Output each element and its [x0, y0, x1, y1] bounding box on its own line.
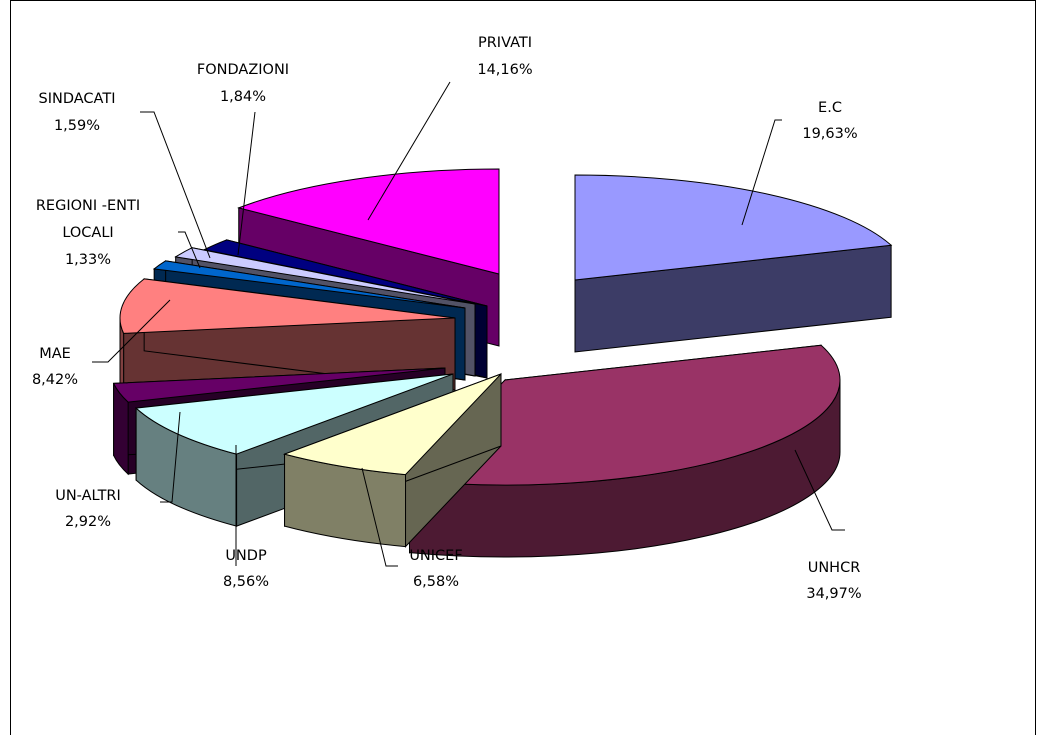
label-ec-value: 19,63%: [802, 126, 857, 142]
label-fondazioni-name: FONDAZIONI: [197, 62, 289, 78]
slice-top-undp: [134, 373, 454, 455]
leader-regioni-enti-locali: [178, 231, 201, 269]
slice-top-privati: [237, 168, 500, 275]
label-unicef-name: UNICEF: [409, 548, 462, 564]
slice-top-sindacati: [174, 247, 476, 305]
leader-mae: [92, 299, 171, 363]
slice-top-mae: [119, 278, 456, 334]
label-mae-value: 8,42%: [32, 372, 78, 388]
pie-slices: [112, 168, 893, 558]
leader-un-altri: [160, 411, 181, 503]
slice-labels: E.C 19,63% UNHCR 34,97% UNICEF 6,58% UND…: [32, 35, 862, 602]
leader-privati: [367, 81, 451, 221]
slice-e-c: [574, 174, 893, 353]
leader-fondazioni: [237, 111, 256, 256]
chart-frame: [10, 0, 1036, 735]
label-mae-name: MAE: [39, 346, 71, 362]
label-fondazioni-value: 1,84%: [220, 89, 266, 105]
label-regioni-value: 1,33%: [65, 252, 111, 268]
leader-sindacati: [140, 111, 211, 259]
slice-top-un-altri: [112, 367, 446, 403]
leader-lines: [92, 81, 845, 567]
label-regioni-name-line2: LOCALI: [62, 225, 113, 241]
label-regioni-name-line1: REGIONI -ENTI: [36, 198, 140, 214]
label-privati-value: 14,16%: [477, 62, 532, 78]
slice-top-unhcr: [408, 344, 841, 486]
label-unicef-value: 6,58%: [413, 574, 459, 590]
slice-top-regioni-enti-locali: [152, 260, 466, 309]
label-unaltri-value: 2,92%: [65, 514, 111, 530]
label-undp-value: 8,56%: [223, 574, 269, 590]
label-undp-name: UNDP: [225, 548, 267, 564]
label-sindacati-name: SINDACATI: [39, 91, 116, 107]
label-unaltri-name: UN-ALTRI: [55, 488, 121, 504]
leader-e-c: [741, 119, 782, 226]
leader-unicef: [361, 467, 398, 567]
label-ec-name: E.C: [818, 100, 842, 116]
slice-unicef: [282, 372, 502, 548]
label-unhcr-value: 34,97%: [806, 586, 861, 602]
label-privati-name: PRIVATI: [478, 35, 532, 51]
slice-unhcr: [408, 344, 841, 558]
label-sindacati-value: 1,59%: [54, 118, 100, 134]
leader-unhcr: [794, 449, 845, 531]
slice-top-unicef: [282, 373, 502, 476]
slice-top-e-c: [574, 174, 893, 281]
label-unhcr-name: UNHCR: [808, 560, 861, 576]
